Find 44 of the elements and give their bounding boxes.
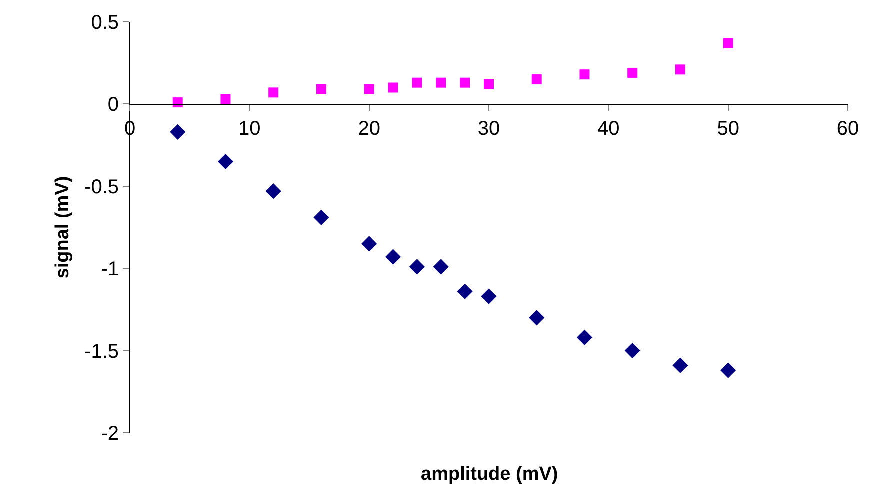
point (364, 84, 374, 94)
point (266, 184, 282, 200)
point (529, 310, 545, 326)
point (628, 68, 638, 78)
point (388, 82, 398, 93)
point (484, 79, 494, 90)
point (316, 84, 326, 94)
x-axis-title: amplitude (mV) (421, 464, 558, 485)
point (220, 94, 231, 104)
point (532, 74, 542, 85)
point (436, 78, 446, 88)
point (362, 236, 378, 252)
point (720, 362, 736, 378)
point (481, 288, 497, 304)
point (457, 284, 473, 300)
y-axis-title: signal (mV) (52, 176, 74, 279)
point (576, 330, 593, 346)
point (433, 259, 449, 275)
point (723, 38, 734, 48)
y-tick-label: 0 (108, 94, 119, 116)
point (218, 154, 234, 170)
point (460, 78, 470, 88)
x-tick-label: 40 (598, 118, 620, 140)
y-tick-label: -1.5 (84, 340, 119, 363)
x-tick-label: 60 (836, 118, 860, 140)
x-tick-label: 20 (358, 118, 380, 140)
point (624, 343, 640, 359)
x-tick-label: 10 (238, 118, 261, 140)
y-tick-label: -2 (101, 423, 119, 445)
point (412, 78, 422, 88)
x-tick-label: 30 (478, 118, 500, 140)
point (675, 64, 686, 75)
y-tick-label: -1 (101, 258, 119, 281)
point (385, 249, 402, 265)
y-tick-label: 0.5 (91, 12, 119, 34)
point (580, 70, 590, 80)
point (170, 124, 186, 140)
x-tick-label: 50 (717, 118, 740, 140)
y-tick-label: -0.5 (84, 176, 119, 198)
point (268, 88, 279, 98)
point (409, 259, 425, 275)
point (314, 210, 330, 226)
point (172, 98, 183, 108)
point (672, 358, 688, 374)
